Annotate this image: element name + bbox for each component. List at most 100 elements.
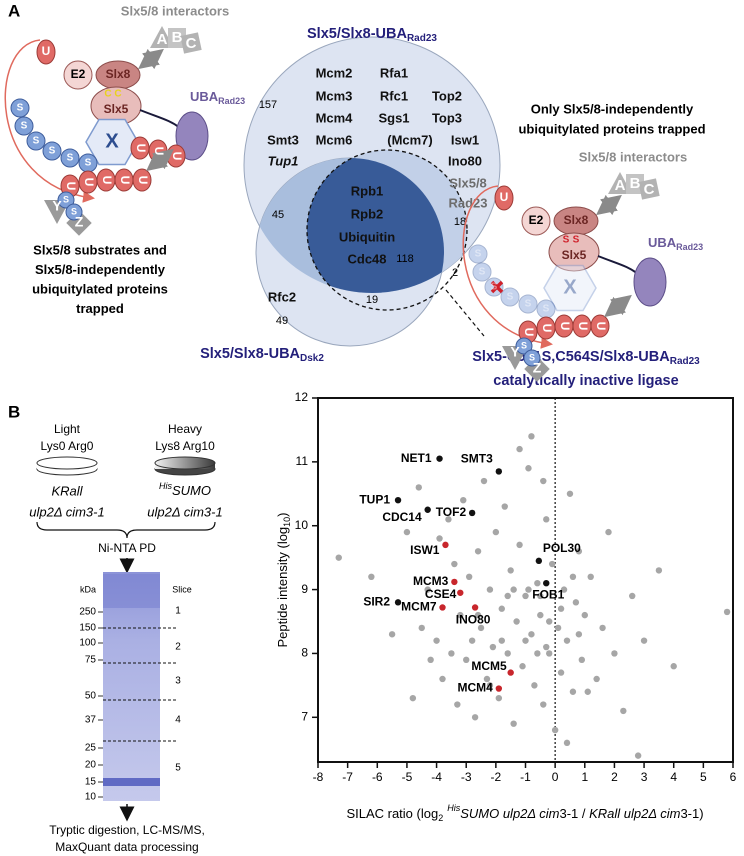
protein-label: Rpb1 <box>351 183 384 198</box>
protein-point <box>551 726 559 734</box>
caption: ubiquitylated proteins <box>32 281 168 296</box>
uba <box>175 111 209 161</box>
protein-point <box>546 650 553 657</box>
cartoon-label: U <box>594 322 608 331</box>
marker-label: 250 <box>79 607 96 618</box>
strain-label: KRall <box>51 483 83 498</box>
ubiquitin <box>494 185 514 211</box>
x-tick-label: -8 <box>313 770 324 784</box>
protein-label: Rfa1 <box>380 65 408 80</box>
protein-point <box>513 618 520 625</box>
highlight-point <box>468 509 476 517</box>
cartoon-label: U <box>540 324 554 333</box>
protein-point <box>510 720 517 727</box>
workflow-label: Lys0 Arg0 <box>41 439 94 453</box>
protein-point <box>436 535 443 542</box>
sumo <box>42 141 62 161</box>
slice-label: 3 <box>175 676 181 687</box>
label-part: His <box>447 803 460 813</box>
uba-label-sub: Rad23 <box>218 96 245 106</box>
cartoon-label: Z <box>75 214 84 230</box>
protein-point <box>457 611 464 619</box>
protein-point <box>522 637 529 644</box>
cartoon-label: X <box>105 130 119 152</box>
highlight-point <box>424 506 431 513</box>
x-tick-label: 2 <box>611 770 618 784</box>
cartoon-label: S <box>33 136 40 147</box>
protein-point <box>640 637 648 644</box>
substrate-x <box>85 118 139 166</box>
protein-point <box>563 637 571 644</box>
marker-label: 150 <box>79 623 96 634</box>
venn-title-sub: Rad23 <box>670 356 700 367</box>
protein-point <box>540 701 547 708</box>
label-part: SILAC ratio (log <box>346 806 438 821</box>
protein-point <box>584 688 591 695</box>
sumo <box>468 244 488 264</box>
protein-point <box>566 490 574 497</box>
protein-point <box>587 573 594 581</box>
protein-point <box>486 586 494 593</box>
highlight-point <box>495 685 503 692</box>
label-part: 2 <box>438 813 443 823</box>
cartoon-label: S <box>529 352 535 362</box>
protein-point <box>525 586 532 593</box>
protein-point <box>424 586 431 593</box>
y-tick-label: 10 <box>295 518 309 532</box>
highlight-point <box>394 599 402 606</box>
protein-point <box>474 548 482 555</box>
marker-label: 100 <box>79 638 96 649</box>
uba-label: UBARad23 <box>190 89 245 106</box>
y-tick-label: 8 <box>301 646 308 660</box>
highlight-point <box>457 589 464 596</box>
merge-bracket <box>36 521 216 539</box>
highlight-point <box>495 468 503 475</box>
cartoon-label: Z <box>533 360 542 376</box>
highlight-point <box>442 541 449 549</box>
cartoon-label: S <box>521 340 527 350</box>
x-tick-label: 1 <box>581 770 588 784</box>
marker-label: 10 <box>85 792 97 803</box>
linker <box>597 255 639 275</box>
panel-label: A <box>8 1 20 20</box>
venn-note: catalytically inactive ligase <box>493 373 678 389</box>
protein-point <box>468 637 476 644</box>
protein-label: Sgs1 <box>378 110 409 125</box>
protein-point <box>433 637 440 644</box>
cartoon-label: A <box>615 177 626 194</box>
x-tick-label: -6 <box>372 770 383 784</box>
point-label: ISW1 <box>410 543 440 557</box>
protein-label: Tup1 <box>268 153 299 168</box>
cartoon-label: Slx5 <box>562 248 587 262</box>
x-tick-label: -7 <box>342 770 353 784</box>
venn-title-main: Slx5-C561S,C564S/Slx8-UBA <box>472 349 670 365</box>
cartoon-label: S <box>71 206 77 216</box>
protein-point <box>471 714 479 721</box>
cartoon-label: U <box>136 176 150 185</box>
point-label: INO80 <box>456 613 491 627</box>
x-tick-label: 0 <box>552 770 559 784</box>
protein-point <box>525 465 532 472</box>
cartoon-label: Slx8 <box>564 213 589 227</box>
venn-title-main: Slx5/Slx8-UBA <box>307 26 407 42</box>
point-label: TUP1 <box>359 492 390 506</box>
label-part: 3-1) <box>680 806 703 821</box>
protein-label: Cdc48 <box>347 251 386 266</box>
protein-point <box>575 631 583 638</box>
sumo <box>10 98 30 118</box>
y-tick-label: 12 <box>295 390 309 404</box>
ubiquitin <box>132 168 152 192</box>
panel-label: B <box>8 402 20 421</box>
slice-label: 5 <box>175 763 181 774</box>
highlight-point <box>507 669 514 676</box>
sumo <box>57 191 75 209</box>
sumo <box>500 287 520 307</box>
x-tick-label: -3 <box>461 770 472 784</box>
protein-point <box>519 663 526 670</box>
protein-label: Mcm2 <box>316 65 353 80</box>
protein-point <box>460 496 467 504</box>
protein-point <box>537 592 544 600</box>
dish <box>36 456 98 470</box>
protein-label: Mcm4 <box>316 110 354 125</box>
label-part: KRall ulp2Δ cim <box>589 806 680 821</box>
